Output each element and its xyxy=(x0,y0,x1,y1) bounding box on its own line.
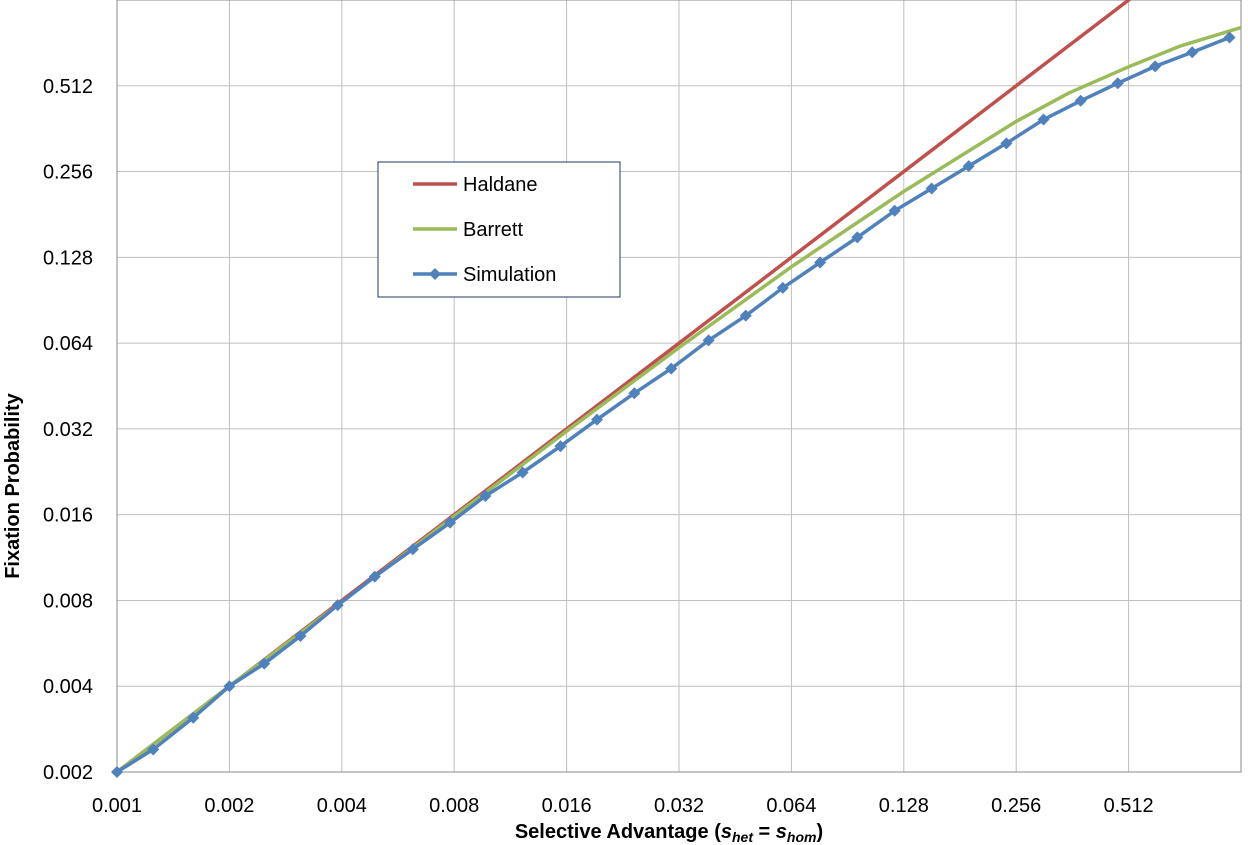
y-tick-labels: 0.002 0.004 0.008 0.016 0.032 0.064 0.128 0.256… xyxy=(43,76,93,784)
simulation-data-point xyxy=(223,680,236,693)
x-tick-label: 0.004 xyxy=(317,795,367,817)
simulation-data-point xyxy=(147,743,160,756)
simulation-data-point xyxy=(888,204,901,217)
x-tick-label: 0.016 xyxy=(542,795,592,817)
simulation-data-point xyxy=(479,490,492,503)
simulation-data-point xyxy=(368,570,381,583)
x-tick-label: 0.064 xyxy=(766,795,816,817)
simulation-data-point xyxy=(444,516,457,529)
simulation-series-line xyxy=(117,35,1231,772)
simulation-data-point xyxy=(1111,77,1124,90)
simulation-data-point xyxy=(665,362,678,375)
y-tick-label: 0.128 xyxy=(43,247,93,269)
x-axis-title-sub-hom: hom xyxy=(787,829,817,845)
x-tick-label: 0.032 xyxy=(654,795,704,817)
simulation-data-point xyxy=(1000,137,1013,150)
simulation-data-point xyxy=(331,599,344,612)
simulation-data-point xyxy=(1186,46,1199,59)
simulation-data-point xyxy=(962,160,975,173)
simulation-data-point xyxy=(925,182,938,195)
simulation-data-point xyxy=(1037,113,1050,126)
x-axis-title: Selective Advantage (shet = shom) xyxy=(515,821,823,845)
simulation-data-point xyxy=(294,630,307,643)
x-axis-title-equals: = xyxy=(753,821,776,843)
y-tick-label: 0.512 xyxy=(43,76,93,98)
x-tick-label: 0.256 xyxy=(991,795,1041,817)
simulation-data-point xyxy=(554,440,567,453)
legend-simulation-marker xyxy=(429,268,441,280)
y-axis-title: Fixation Probability xyxy=(2,392,24,578)
x-axis-title-suffix: ) xyxy=(816,821,823,843)
simulation-data-point xyxy=(776,281,789,294)
x-tick-labels: 0.001 0.002 0.004 0.008 0.016 0.032 0.064 0.128… xyxy=(92,795,1154,817)
simulation-data-point xyxy=(591,413,604,426)
simulation-data-point xyxy=(406,543,419,556)
legend-simulation-label: Simulation xyxy=(463,264,556,286)
x-axis-title-prefix: Selective Advantage ( xyxy=(515,821,721,843)
simulation-data-point xyxy=(1074,94,1087,107)
x-axis-title-s-het: s xyxy=(721,821,732,843)
simulation-data-point xyxy=(814,256,827,269)
simulation-data-point xyxy=(851,231,864,244)
y-tick-label: 0.016 xyxy=(43,505,93,527)
x-tick-label: 0.001 xyxy=(92,795,142,817)
x-tick-label: 0.008 xyxy=(429,795,479,817)
y-tick-label: 0.008 xyxy=(43,590,93,612)
legend: Haldane Barrett Simulation xyxy=(377,161,621,298)
simulation-data-point xyxy=(739,309,752,322)
simulation-data-point xyxy=(628,387,641,400)
x-tick-label: 0.128 xyxy=(879,795,929,817)
y-tick-label: 0.004 xyxy=(43,676,93,698)
plot-area-frame xyxy=(116,0,1242,773)
simulation-data-point xyxy=(1223,31,1236,44)
x-axis-title-sub-het: het xyxy=(732,829,754,845)
x-tick-label: 0.512 xyxy=(1104,795,1154,817)
y-tick-label: 0.256 xyxy=(43,162,93,184)
simulation-data-point xyxy=(702,334,715,347)
simulation-data-point xyxy=(258,657,271,670)
y-tick-label: 0.032 xyxy=(43,419,93,441)
simulation-data-point xyxy=(516,466,529,479)
series-markers xyxy=(111,31,1236,778)
y-tick-label: 0.002 xyxy=(43,762,93,784)
simulation-data-point xyxy=(1149,60,1162,73)
simulation-data-point xyxy=(187,711,200,724)
legend-haldane-label: Haldane xyxy=(463,174,538,196)
simulation-data-point xyxy=(111,766,123,778)
gridlines xyxy=(117,0,1242,772)
legend-barrett-label: Barrett xyxy=(463,219,523,241)
x-axis-title-s-hom: s xyxy=(776,821,787,843)
x-tick-label: 0.002 xyxy=(204,795,254,817)
y-tick-label: 0.064 xyxy=(43,333,93,355)
